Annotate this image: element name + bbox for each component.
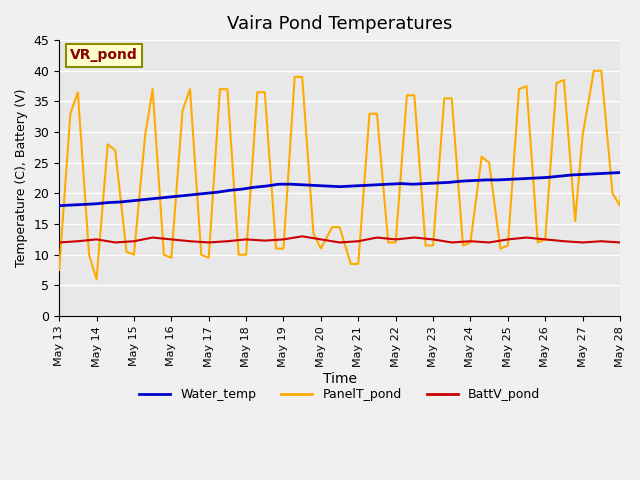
Y-axis label: Temperature (C), Battery (V): Temperature (C), Battery (V) xyxy=(15,89,28,267)
X-axis label: Time: Time xyxy=(323,372,356,386)
Legend: Water_temp, PanelT_pond, BattV_pond: Water_temp, PanelT_pond, BattV_pond xyxy=(134,383,545,406)
Text: VR_pond: VR_pond xyxy=(70,48,138,62)
Title: Vaira Pond Temperatures: Vaira Pond Temperatures xyxy=(227,15,452,33)
